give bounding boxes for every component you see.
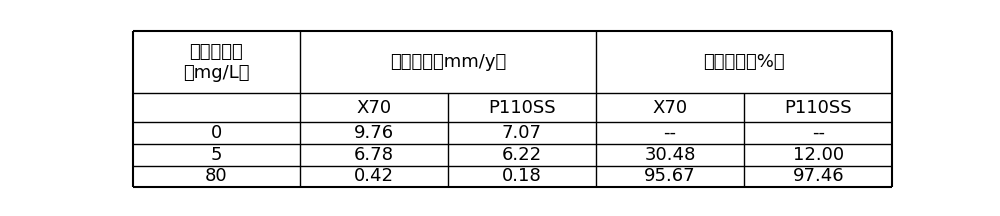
Text: P110SS: P110SS <box>488 99 556 117</box>
Text: 80: 80 <box>205 167 228 186</box>
Text: 腐蚀速率（mm/y）: 腐蚀速率（mm/y） <box>390 53 506 71</box>
Text: 0.18: 0.18 <box>502 167 542 186</box>
Text: 6.22: 6.22 <box>502 146 542 164</box>
Text: --: -- <box>664 124 677 142</box>
Text: 0.42: 0.42 <box>354 167 394 186</box>
Text: 0: 0 <box>211 124 222 142</box>
Text: 95.67: 95.67 <box>644 167 696 186</box>
Text: P110SS: P110SS <box>784 99 852 117</box>
Text: 缓蚀效率（%）: 缓蚀效率（%） <box>703 53 785 71</box>
Text: X70: X70 <box>653 99 688 117</box>
Text: 6.78: 6.78 <box>354 146 394 164</box>
Text: 12.00: 12.00 <box>793 146 844 164</box>
Text: 97.46: 97.46 <box>792 167 844 186</box>
Text: X70: X70 <box>356 99 391 117</box>
Text: 9.76: 9.76 <box>354 124 394 142</box>
Text: 7.07: 7.07 <box>502 124 542 142</box>
Text: 缓蚀剂浓度
（mg/L）: 缓蚀剂浓度 （mg/L） <box>183 43 250 82</box>
Text: 30.48: 30.48 <box>644 146 696 164</box>
Text: 5: 5 <box>211 146 222 164</box>
Text: --: -- <box>812 124 825 142</box>
